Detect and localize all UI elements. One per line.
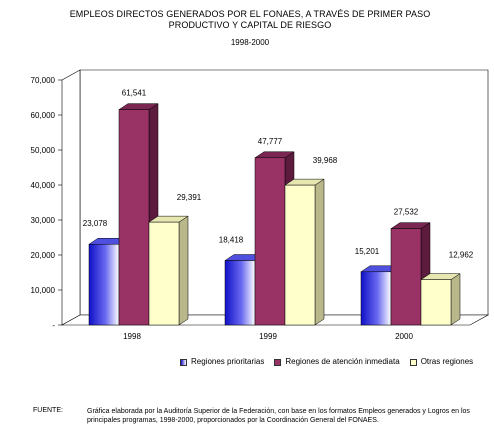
bar-side-otras-regiones-1998: [178, 215, 189, 326]
legend-swatch-regiones-prioritarias: [180, 358, 187, 366]
chart-title-line-1: EMPLEOS DIRECTOS GENERADOS POR EL FONAES…: [69, 9, 431, 19]
chart-subtitle: 1998-2000: [230, 38, 270, 47]
y-tick-label: 30,000: [31, 216, 56, 225]
data-label-otras-regiones-1998: 29,391: [177, 193, 202, 202]
bar-regiones-prioritarias-2000: [360, 271, 392, 326]
legend-item-otras-regiones: Otras regiones: [409, 357, 474, 367]
bar-regiones-de-atenci-n-inmediata-2000: [390, 228, 422, 326]
bar-otras-regiones-1998: [148, 221, 180, 326]
data-label-regiones-prioritarias-1999: 18,418: [219, 236, 244, 245]
bar-regiones-de-atenci-n-inmediata-1998: [118, 109, 150, 326]
y-tick-label: 40,000: [31, 181, 56, 190]
y-tick-label: 10,000: [31, 286, 56, 295]
data-label-otras-regiones-2000: 12,962: [449, 251, 474, 260]
bar-side-otras-regiones-2000: [450, 273, 461, 326]
data-label-regiones-prioritarias-1998: 23,078: [83, 219, 108, 228]
bar-otras-regiones-1999: [284, 184, 316, 326]
x-tick-label-1999: 1999: [259, 332, 277, 341]
x-tick-label-1998: 1998: [123, 332, 141, 341]
legend-label-regiones-atencion-inmediata: Regiones de atención inmediata: [285, 357, 400, 366]
legend-swatch-regiones-atencion-inmediata: [274, 358, 282, 366]
y-tick-label: 50,000: [31, 146, 56, 155]
bar-regiones-de-atenci-n-inmediata-1999: [254, 157, 286, 326]
y-tick-label: 70,000: [31, 76, 56, 85]
bar-otras-regiones-2000: [420, 279, 452, 326]
bar-side-otras-regiones-1999: [314, 178, 325, 326]
chart-title-line-2: PRODUCTIVO Y CAPITAL DE RIESGO: [168, 20, 332, 30]
data-label-regiones-de-atenci-n-inmediata-1999: 47,777: [258, 137, 283, 146]
data-label-regiones-de-atenci-n-inmediata-2000: 27,532: [394, 208, 419, 217]
x-tick-label-2000: 2000: [395, 332, 413, 341]
legend-swatch-otras-regiones: [409, 358, 417, 366]
y-tick-label: 20,000: [31, 251, 56, 260]
source-label: FUENTE:: [33, 407, 63, 414]
chart-legend: Regiones prioritarias Regiones de atenci…: [180, 357, 483, 367]
data-label-otras-regiones-1999: 39,968: [313, 156, 338, 165]
legend-label-otras-regiones: Otras regiones: [420, 357, 474, 366]
legend-label-regiones-prioritarias: Regiones prioritarias: [191, 357, 265, 366]
y-tick-label: -: [52, 321, 55, 330]
bar-regiones-prioritarias-1998: [88, 243, 120, 326]
bar-regiones-prioritarias-1999: [224, 260, 256, 326]
source-text: Gráfica elaborada por la Auditoría Super…: [87, 408, 470, 424]
data-label-regiones-prioritarias-2000: 15,201: [355, 247, 380, 256]
chart-side-wall: [61, 69, 81, 326]
data-label-regiones-de-atenci-n-inmediata-1998: 61,541: [122, 89, 147, 98]
legend-item-regiones-atencion-inmediata: Regiones de atención inmediata: [274, 357, 400, 367]
bar-chart: - 10,000 20,000 30,000 40,000 50,000 60,000 70,…: [31, 69, 490, 341]
y-tick-label: 60,000: [31, 111, 56, 120]
legend-item-regiones-prioritarias: Regiones prioritarias: [180, 357, 264, 367]
